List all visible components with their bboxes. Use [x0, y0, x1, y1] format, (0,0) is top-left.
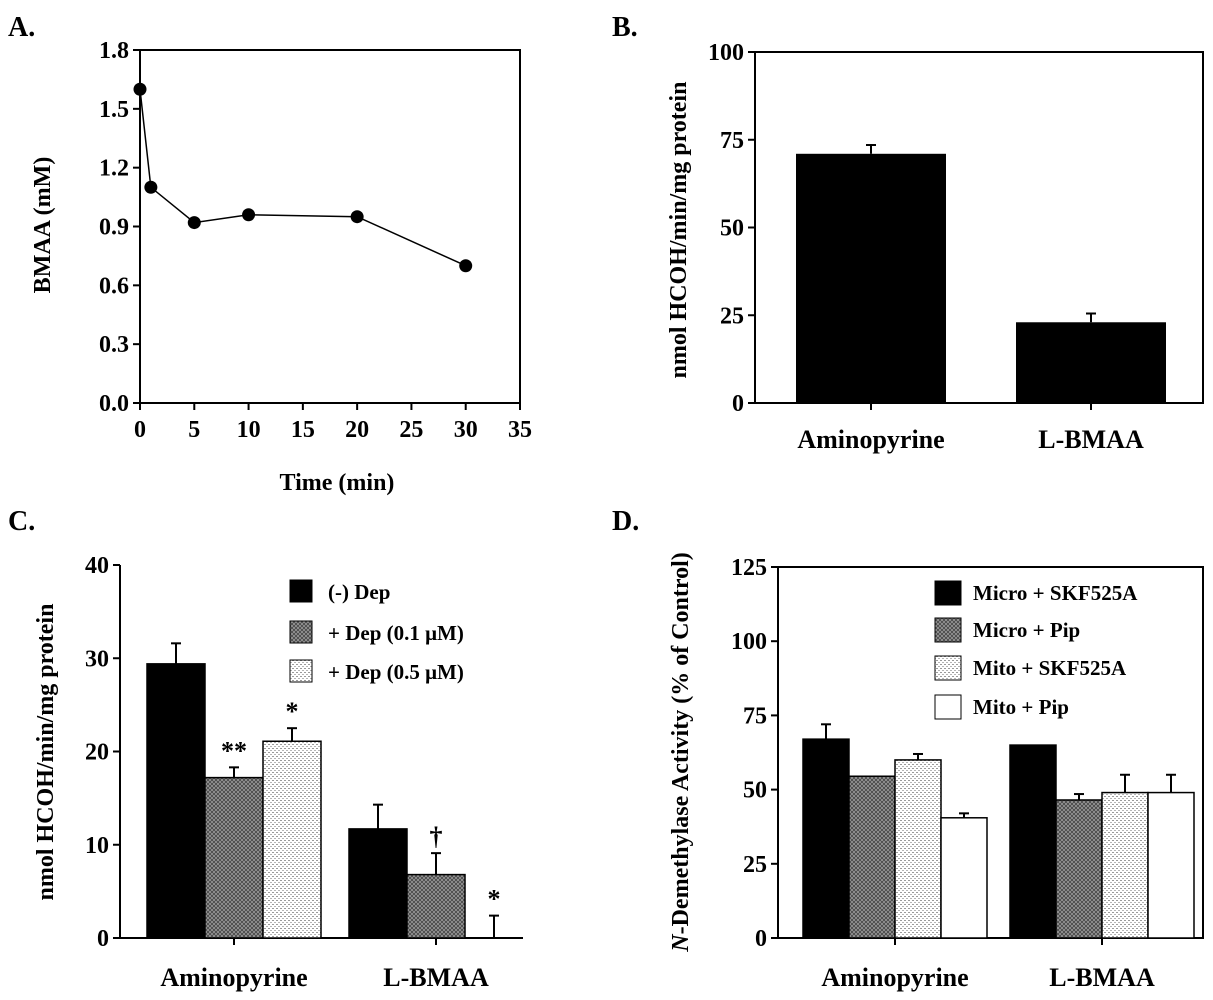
- legend-d-label-1: Micro + SKF525A: [973, 581, 1138, 605]
- panel-d-y-tick-label: 75: [743, 703, 767, 729]
- panel-c-bar: [262, 740, 322, 939]
- panel-a-x-axis-title: Time (min): [280, 470, 395, 496]
- panel-d-y-tick-label: 125: [731, 555, 767, 581]
- panel-c-category-label: L-BMAA: [383, 963, 489, 992]
- panel-c-legend: (-) Dep + Dep (0.1 μM) + Dep (0.5 μM): [289, 579, 464, 684]
- panel-d-bar: [802, 738, 850, 939]
- panel-c-significance-mark: †: [430, 822, 443, 851]
- panel-c-y-tick-label: 0: [97, 926, 109, 952]
- panel-b-bar: [796, 153, 946, 403]
- panel-a-x-tick-label: 20: [345, 417, 369, 443]
- panel-a-x-tick-label: 15: [291, 417, 315, 443]
- panel-d-plot-frame: [777, 566, 1204, 939]
- panel-a-y-tick-label: 0.9: [99, 215, 129, 241]
- legend-d-label-3: Mito + SKF525A: [973, 656, 1127, 680]
- panel-c-significance-mark: **: [221, 736, 247, 765]
- panel-d-bar: [1055, 799, 1103, 939]
- panel-a-data-point: [459, 259, 473, 273]
- panel-label-d: D.: [612, 506, 639, 537]
- legend-c-swatch-2: [289, 620, 313, 644]
- panel-b-category-label: L-BMAA: [1038, 425, 1144, 454]
- panel-c-significance-mark: *: [286, 697, 299, 726]
- panel-b-y-tick-label: 50: [720, 216, 744, 242]
- panel-a-x-tick-label: 10: [237, 417, 261, 443]
- panel-d-legend: Micro + SKF525A Micro + Pip Mito + SKF52…: [934, 580, 1138, 720]
- legend-c-swatch-3: [289, 659, 313, 683]
- panel-a-data-point: [242, 208, 256, 222]
- legend-c-label-1: (-) Dep: [328, 580, 390, 604]
- panel-c-y-axis-title: nmol HCOH/min/mg protein: [33, 604, 59, 901]
- panel-d-y-tick-label: 25: [743, 852, 767, 878]
- panel-a-y-axis-title: BMAA (mM): [30, 157, 56, 294]
- panel-a-data-point: [133, 82, 147, 96]
- panel-d-bar: [1147, 791, 1195, 939]
- legend-d-label-4: Mito + Pip: [973, 695, 1069, 719]
- panel-d-y-tick-label: 100: [731, 629, 767, 655]
- panel-d-category-label: L-BMAA: [1049, 963, 1155, 992]
- panel-d-y-axis-title: N-Demethylase Activity (% of Control): [668, 552, 694, 952]
- panel-c-bar: [406, 873, 466, 939]
- panel-a-y-tick-label: 0.0: [99, 391, 129, 417]
- panel-d-bar: [894, 759, 942, 939]
- panel-c-category-label: Aminopyrine: [160, 963, 307, 992]
- panel-d-y-axis-title-rest: -Demethylase Activity (% of Control): [668, 552, 694, 934]
- panel-c-y-tick-label: 10: [85, 833, 109, 859]
- panel-b-bar: [1016, 322, 1166, 403]
- panel-c-y-tick-label: 40: [85, 553, 109, 579]
- panel-label-c: C.: [8, 506, 35, 537]
- panel-a-x-tick-label: 35: [508, 417, 532, 443]
- panel-b-y-tick-label: 100: [708, 40, 744, 66]
- panel-a-x-tick-label: 30: [454, 417, 478, 443]
- legend-d-label-2: Micro + Pip: [973, 618, 1080, 642]
- panel-a-y-tick-label: 1.8: [99, 38, 129, 64]
- panel-c-y-tick-label: 20: [85, 740, 109, 766]
- panel-a-series-line: [139, 89, 467, 267]
- panel-a-x-tick-label: 0: [134, 417, 146, 443]
- legend-d-swatch-4: [934, 694, 962, 720]
- panel-d-y-tick-label: 50: [743, 778, 767, 804]
- panel-a-y-tick-label: 0.3: [99, 332, 129, 358]
- panel-d-y-tick-label: 0: [755, 926, 767, 952]
- panel-a-y-tick-label: 0.6: [99, 273, 129, 299]
- panel-c-bar: [204, 776, 264, 939]
- panel-b-y-tick-label: 25: [720, 303, 744, 329]
- panel-c-bar: [146, 663, 206, 939]
- panel-d-bar: [1101, 791, 1149, 939]
- panel-a-x-tick-label: 25: [399, 417, 423, 443]
- chart-marks: 0.0 0.3 0.6 0.9 1.2 1.5 1.8 0 5 10 15 20 25 30 35 0 25 50…: [85, 38, 1204, 992]
- panel-a-y-tick-label: 1.2: [99, 156, 129, 182]
- panel-b-y-axis-title: nmol HCOH/min/mg protein: [666, 82, 692, 379]
- legend-c-label-3: + Dep (0.5 μM): [328, 660, 464, 684]
- legend-c-label-2: + Dep (0.1 μM): [328, 621, 464, 645]
- panel-b-y-tick-label: 0: [732, 391, 744, 417]
- panel-d-category-label: Aminopyrine: [821, 963, 968, 992]
- panel-a-data-point: [187, 216, 201, 230]
- panel-d-y-axis-title-italic: N: [668, 933, 694, 953]
- legend-c-swatch-1: [289, 579, 313, 603]
- panel-a-y-tick-label: 1.5: [99, 97, 129, 123]
- panel-c-significance-mark: *: [488, 885, 501, 914]
- panel-c-bar: [348, 828, 408, 939]
- panel-a-x-tick-label: 5: [188, 417, 200, 443]
- panel-c-y-tick-label: 30: [85, 646, 109, 672]
- panel-b-y-tick-label: 75: [720, 128, 744, 154]
- legend-d-swatch-3: [934, 655, 962, 681]
- panel-d-bar: [1009, 744, 1057, 939]
- panel-d-bar: [940, 817, 988, 939]
- panel-label-a: A.: [8, 12, 35, 43]
- legend-d-swatch-2: [934, 617, 962, 643]
- panel-a-data-point: [350, 210, 364, 224]
- panel-a-data-point: [144, 180, 158, 194]
- panel-d-bar: [848, 775, 896, 939]
- panel-label-b: B.: [612, 12, 638, 43]
- panel-b-category-label: Aminopyrine: [797, 425, 944, 454]
- legend-d-swatch-1: [934, 580, 962, 606]
